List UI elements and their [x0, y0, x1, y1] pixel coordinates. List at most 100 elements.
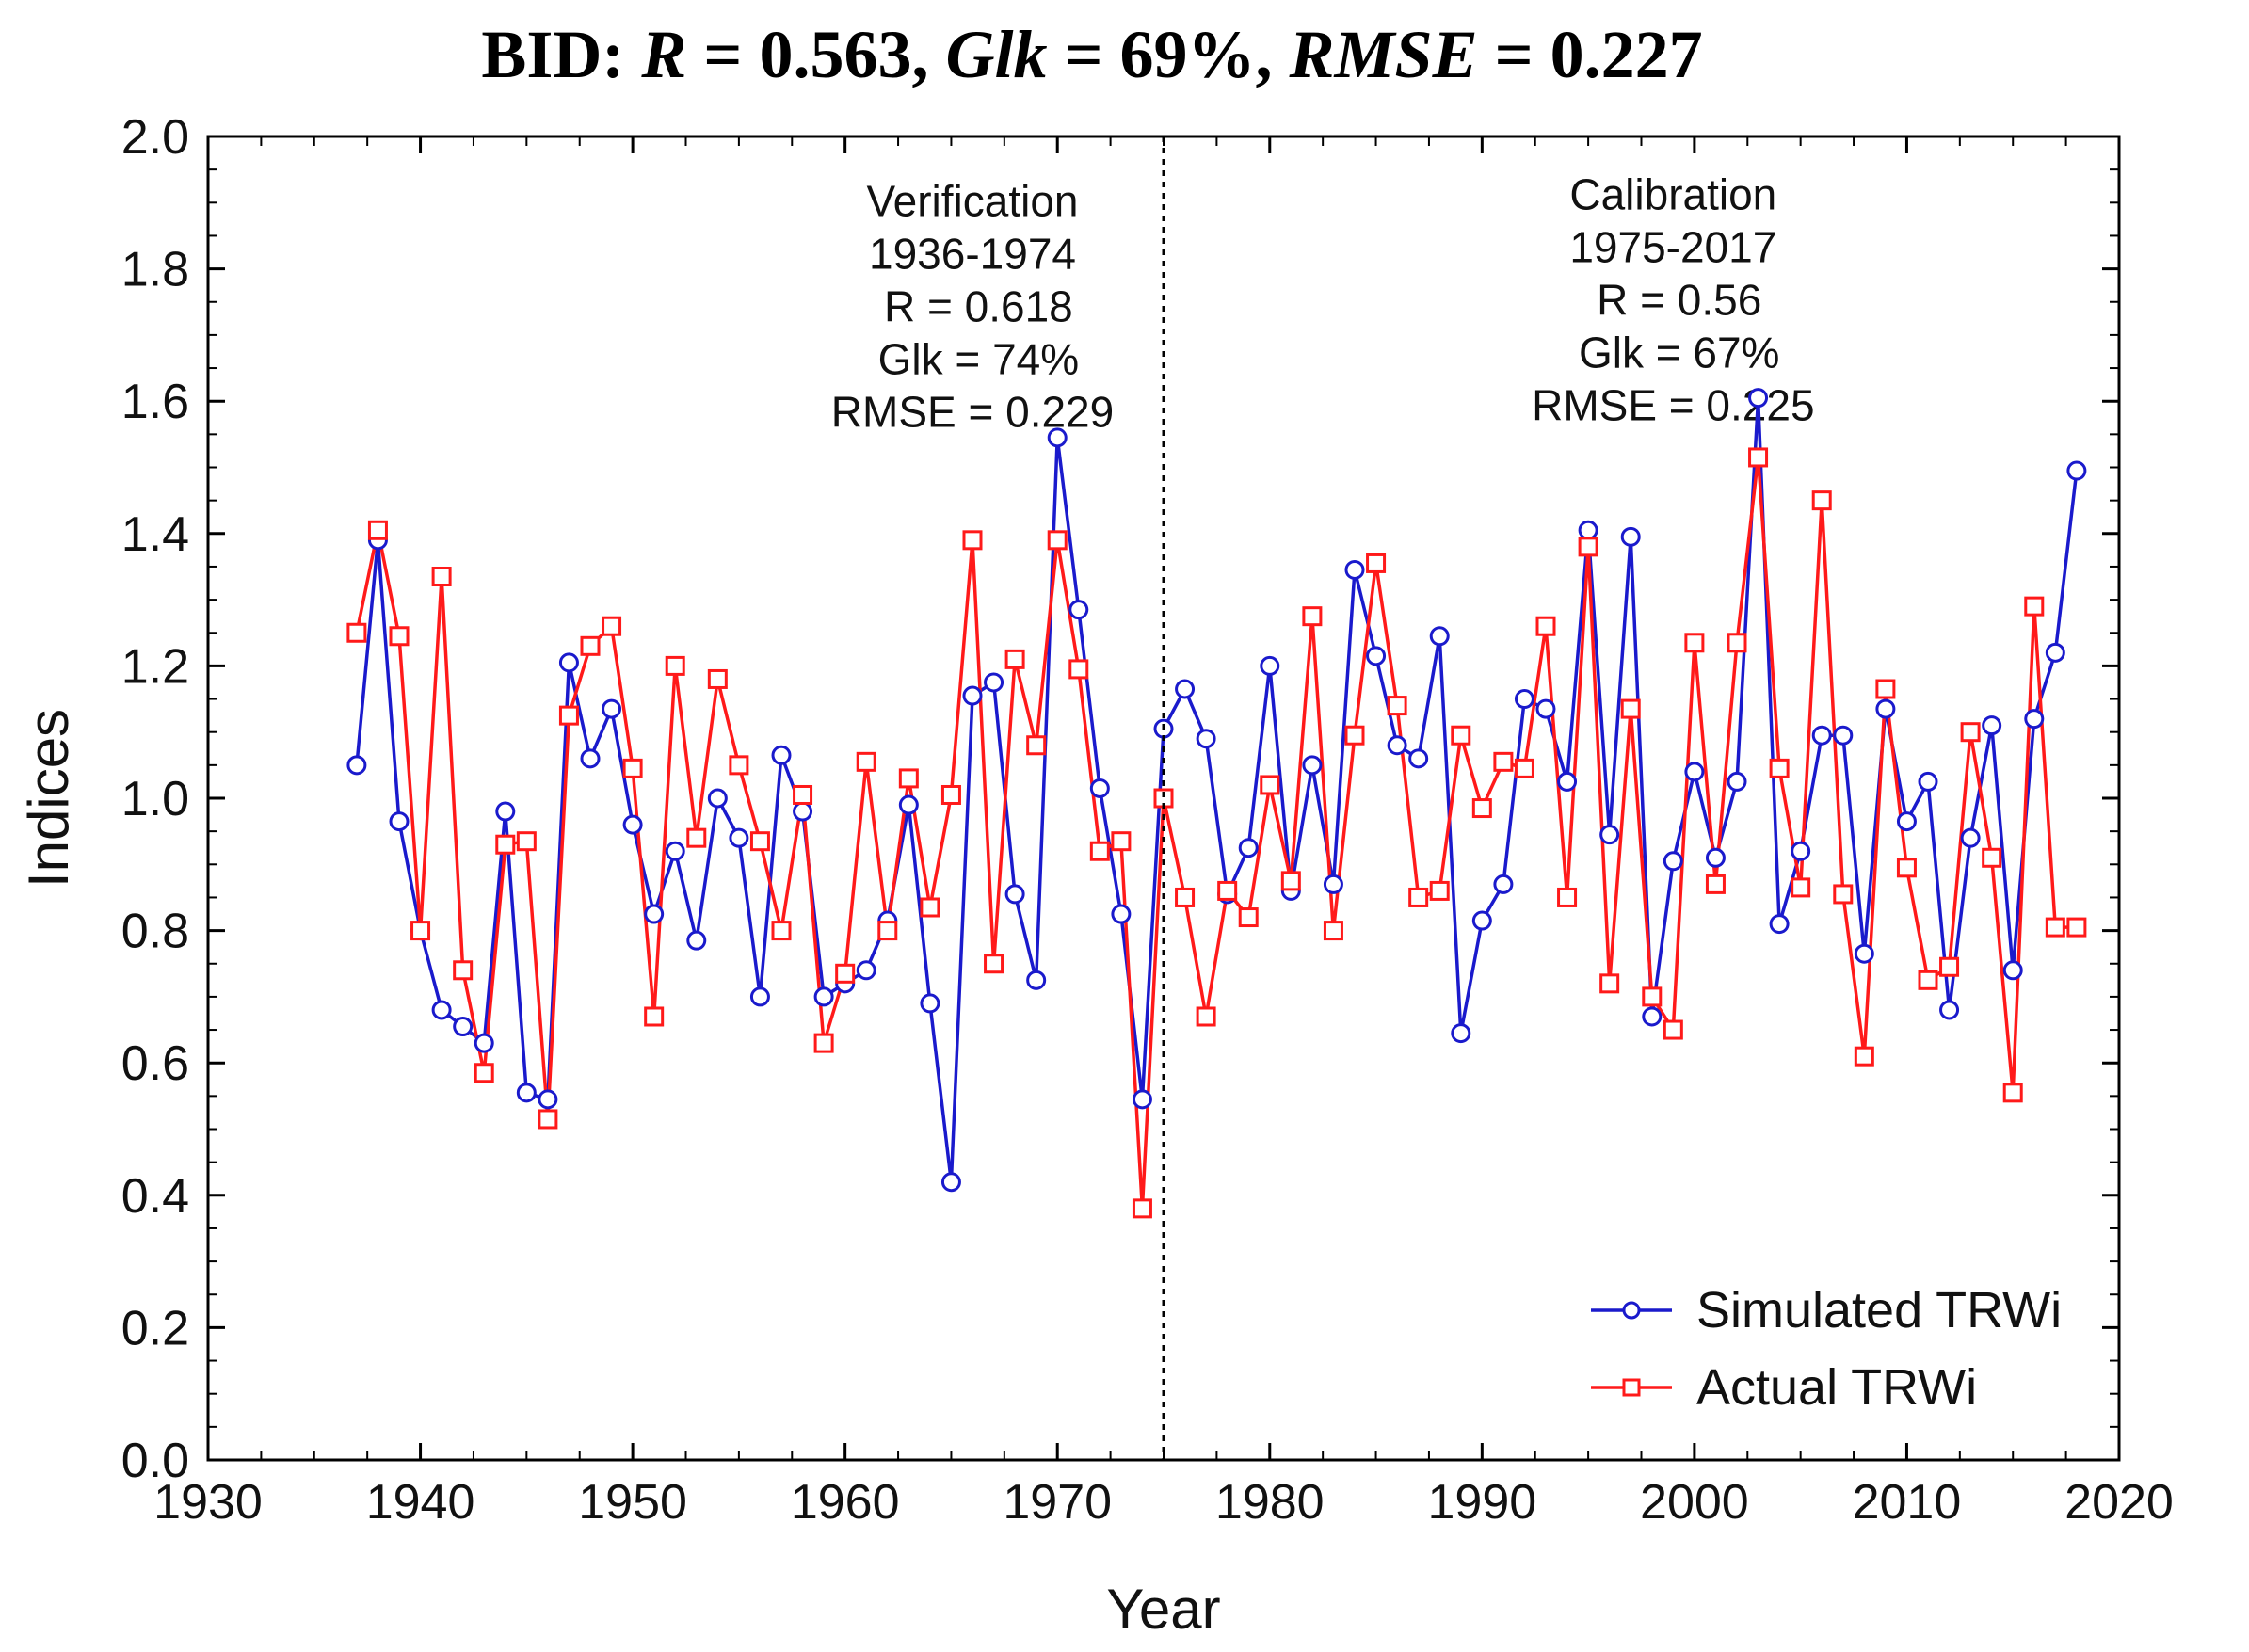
- data-point-actual: [771, 921, 792, 941]
- data-point-actual: [1557, 887, 1578, 907]
- data-point-simulated: [1854, 943, 1874, 964]
- data-point-simulated: [2024, 709, 2045, 730]
- data-point-simulated: [453, 1017, 474, 1037]
- data-point-actual: [1727, 633, 1747, 653]
- data-point-actual: [856, 751, 876, 772]
- data-point-actual: [1960, 722, 1981, 743]
- data-point-actual: [580, 635, 601, 656]
- annotation-line: 1975-2017: [1569, 222, 1776, 271]
- data-point-actual: [346, 622, 367, 643]
- annotation-line: 1936-1974: [869, 229, 1076, 278]
- data-point-simulated: [2066, 460, 2087, 481]
- data-point-simulated: [1260, 655, 1280, 676]
- data-point-actual: [1663, 1019, 1683, 1040]
- data-point-simulated: [1960, 827, 1981, 848]
- data-point-simulated: [1514, 689, 1534, 710]
- data-point-actual: [749, 831, 770, 852]
- data-point-simulated: [1811, 725, 1832, 746]
- data-point-actual: [1132, 1198, 1152, 1219]
- series-lines: [355, 395, 2079, 1211]
- data-point-simulated: [1175, 679, 1196, 699]
- data-point-actual: [622, 758, 643, 778]
- data-point-simulated: [644, 904, 665, 924]
- data-point-actual: [453, 960, 474, 981]
- data-point-simulated: [1557, 771, 1578, 792]
- data-point-actual: [516, 831, 537, 852]
- y-tick-label: 2.0: [121, 110, 189, 165]
- annotation-line: Glk = 67%: [1566, 328, 1779, 377]
- data-point-actual: [1642, 986, 1663, 1007]
- data-point-simulated: [771, 745, 792, 765]
- data-point-simulated: [389, 811, 410, 832]
- data-point-actual: [793, 784, 813, 805]
- data-point-actual: [538, 1109, 558, 1130]
- data-point-simulated: [707, 788, 728, 809]
- data-point-simulated: [1471, 910, 1492, 931]
- data-point-simulated: [516, 1083, 537, 1103]
- y-tick-label: 0.6: [121, 1036, 189, 1091]
- data-point-simulated: [1535, 698, 1556, 719]
- data-point-simulated: [1429, 626, 1450, 647]
- data-point-actual: [1471, 798, 1492, 819]
- legend-marker-square: [1622, 1378, 1641, 1397]
- data-point-simulated: [1111, 904, 1132, 924]
- data-point-simulated: [580, 748, 601, 769]
- data-point-simulated: [1323, 874, 1343, 894]
- data-point-simulated: [1939, 1000, 1960, 1020]
- data-point-actual: [1026, 735, 1047, 756]
- x-tick-label: 2020: [2064, 1475, 2174, 1530]
- title-part-2: = 0.563,: [686, 17, 945, 92]
- data-point-simulated: [1982, 715, 2002, 736]
- data-point-actual: [410, 921, 431, 941]
- data-point-simulated: [1493, 874, 1514, 894]
- x-tick-label: 2000: [1640, 1475, 1749, 1530]
- data-point-simulated: [1896, 811, 1917, 832]
- data-point-simulated: [1578, 520, 1598, 540]
- data-point-simulated: [1408, 748, 1429, 769]
- data-point-actual: [898, 768, 919, 789]
- annotation-line: RMSE = 0.225: [1532, 380, 1814, 429]
- data-point-simulated: [538, 1089, 558, 1110]
- data-point-simulated: [813, 986, 834, 1007]
- annotation-line: R = 0.618: [872, 281, 1073, 330]
- title-part-4: = 69%,: [1047, 17, 1289, 92]
- data-point-actual: [1238, 907, 1259, 928]
- data-point-simulated: [1791, 841, 1811, 861]
- y-tick-label: 0.0: [121, 1434, 189, 1488]
- data-point-actual: [1366, 553, 1387, 573]
- data-point-simulated: [1769, 914, 1790, 935]
- data-point-actual: [1068, 659, 1089, 680]
- title-part-1: R: [640, 17, 686, 92]
- data-point-actual: [1918, 970, 1938, 990]
- data-point-actual: [1004, 649, 1025, 669]
- data-point-simulated: [962, 685, 983, 706]
- data-point-simulated: [1047, 427, 1068, 448]
- title-part-0: BID:: [481, 17, 641, 92]
- annotation-line: Calibration: [1569, 169, 1776, 218]
- x-axis-label: Year: [1106, 1578, 1220, 1641]
- legend-entry-1: Actual TRWi: [1591, 1359, 1977, 1416]
- data-point-simulated: [984, 672, 1004, 693]
- data-point-simulated: [1599, 825, 1620, 845]
- series-markers: [346, 388, 2087, 1219]
- legend: Simulated TRWi Actual TRWi: [1591, 1282, 2062, 1416]
- data-point-simulated: [431, 1000, 452, 1020]
- x-axis: 1930 1940 1950 1960 1970 1980 1990 2000 2010 2020: [153, 136, 2174, 1530]
- data-point-simulated: [749, 986, 770, 1007]
- data-point-actual: [984, 954, 1004, 974]
- data-point-actual: [1493, 751, 1514, 772]
- y-tick-label: 0.4: [121, 1169, 189, 1224]
- data-point-actual: [1089, 841, 1110, 861]
- data-point-simulated: [1727, 771, 1747, 792]
- data-point-simulated: [1748, 388, 1769, 409]
- data-point-simulated: [665, 841, 685, 861]
- data-point-actual: [1175, 887, 1196, 907]
- data-point-actual: [665, 655, 685, 676]
- y-tick-label: 1.4: [121, 507, 189, 562]
- data-point-actual: [644, 1006, 665, 1027]
- data-point-actual: [1875, 679, 1896, 699]
- data-point-simulated: [1004, 884, 1025, 905]
